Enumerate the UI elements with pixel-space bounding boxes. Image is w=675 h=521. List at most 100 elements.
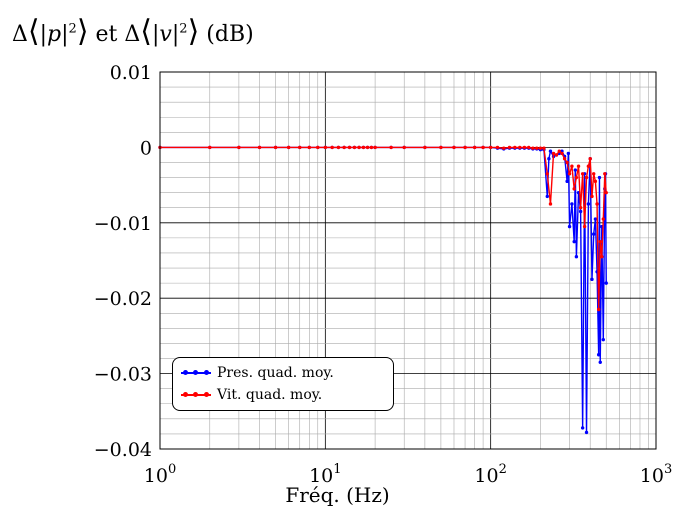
data-point (573, 168, 577, 172)
data-point (548, 149, 553, 153)
data-point (208, 145, 212, 150)
data-point (565, 179, 569, 184)
data-point (557, 149, 561, 153)
data-point (592, 172, 596, 176)
data-point (463, 145, 467, 150)
data-point (361, 145, 366, 150)
data-point (576, 164, 581, 168)
data-point (601, 337, 605, 342)
data-point (596, 353, 601, 357)
legend-swatch-velocity (181, 390, 211, 400)
data-point (273, 145, 278, 150)
data-point (495, 145, 500, 150)
data-point (554, 153, 559, 157)
data-point (588, 157, 592, 161)
series-line (160, 146, 607, 311)
data-point (562, 157, 567, 161)
data-point (538, 146, 543, 150)
data-point (598, 239, 602, 244)
data-point (565, 160, 569, 165)
legend-item-velocity: Vit. quad. moy. (181, 385, 322, 405)
data-point (572, 239, 576, 244)
data-point (604, 281, 608, 285)
legend-label-velocity: Vit. quad. moy. (217, 387, 323, 403)
data-point (592, 232, 596, 236)
data-point (604, 190, 608, 195)
data-point (574, 175, 579, 180)
data-point (513, 145, 517, 150)
data-point (316, 145, 320, 150)
x-tick-label: 101 (309, 462, 341, 487)
data-point (545, 172, 549, 176)
data-point (502, 146, 506, 150)
grid (159, 71, 656, 450)
data-point (488, 145, 493, 150)
chart-title: Δ⟨|p|2⟩ et Δ⟨|v|2⟩ (dB) (12, 14, 254, 49)
data-point (481, 145, 485, 150)
data-point (590, 194, 594, 199)
data-point (548, 202, 553, 206)
data-point (452, 145, 456, 150)
data-point (551, 151, 556, 156)
y-tick-label: 0 (140, 137, 152, 159)
data-point (580, 172, 585, 176)
data-point (584, 175, 589, 180)
y-tick-label: −0.03 (94, 364, 152, 386)
data-point (574, 255, 579, 259)
data-point (347, 145, 352, 150)
data-point (547, 157, 551, 161)
y-tick-label: −0.02 (94, 288, 152, 310)
data-point (507, 145, 512, 150)
data-point (570, 164, 574, 168)
data-point (560, 151, 564, 156)
data-point (545, 194, 549, 199)
legend-item-pressure: Pres. quad. moy. (181, 363, 334, 383)
data-point (527, 145, 531, 150)
series-1 (158, 145, 608, 312)
data-point (352, 145, 357, 150)
data-point (542, 146, 546, 150)
data-point (597, 175, 602, 180)
data-point (237, 145, 241, 150)
data-point (578, 206, 583, 210)
data-point (596, 307, 601, 312)
data-point (286, 145, 291, 150)
legend-swatch-pressure (181, 368, 211, 378)
data-point (570, 202, 574, 206)
data-point (572, 187, 576, 191)
data-point (593, 217, 598, 221)
y-tick-label: 0.01 (110, 62, 152, 84)
data-point (369, 145, 374, 150)
x-axis-label: Fréq. (Hz) (285, 483, 390, 507)
data-point (590, 277, 594, 282)
data-point (357, 145, 361, 150)
data-point (603, 172, 607, 176)
data-point (584, 430, 589, 435)
x-tick-label: 102 (474, 462, 506, 487)
data-point (307, 145, 312, 150)
x-tick-label: 100 (144, 462, 176, 487)
data-point (342, 145, 346, 150)
data-point (330, 145, 334, 150)
data-point (580, 426, 585, 430)
data-point (323, 145, 328, 150)
data-point (593, 179, 598, 184)
x-tick-label: 103 (640, 462, 672, 487)
data-point (601, 217, 605, 221)
data-point (365, 145, 370, 150)
data-point (566, 151, 571, 156)
data-point (598, 360, 602, 364)
data-point (586, 164, 591, 168)
data-point (298, 145, 302, 150)
legend-label-pressure: Pres. quad. moy. (217, 365, 334, 381)
data-point (567, 224, 572, 229)
data-point (595, 202, 599, 206)
ticks: 100 101 102 103 0.01 0 −0.01 −0.02 −0.03 −0.04 (94, 62, 672, 487)
data-point (472, 145, 477, 150)
legend: Pres. quad. moy. Vit. quad. moy. (172, 357, 394, 411)
data-point (600, 255, 604, 259)
y-tick-label: −0.04 (94, 439, 152, 461)
data-point (535, 146, 539, 150)
data-point (439, 145, 443, 150)
